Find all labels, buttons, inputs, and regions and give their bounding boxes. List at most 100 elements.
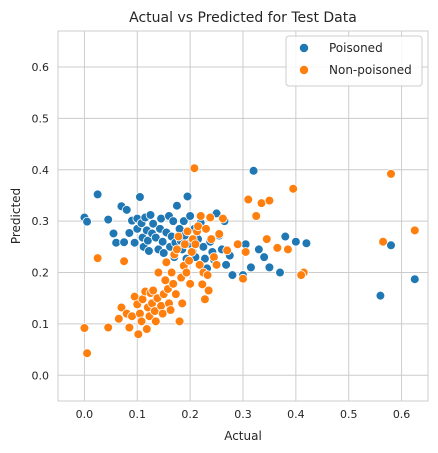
data-point-poisoned xyxy=(145,210,156,220)
data-point-non-poisoned xyxy=(190,239,201,250)
legend-box xyxy=(285,35,423,87)
data-point-non-poisoned xyxy=(240,247,251,257)
legend-label-non-poisoned: Non-poisoned xyxy=(329,63,412,77)
data-point-poisoned xyxy=(119,237,129,248)
data-point-poisoned xyxy=(264,262,275,273)
chart-title: Actual vs Predicted for Test Data xyxy=(129,10,357,26)
data-point-non-poisoned xyxy=(173,231,184,242)
data-points xyxy=(79,163,420,359)
data-point-non-poisoned xyxy=(200,294,210,305)
data-point-non-poisoned xyxy=(193,221,203,232)
data-point-non-poisoned xyxy=(161,257,172,268)
data-point-non-poisoned xyxy=(181,267,192,278)
data-point-poisoned xyxy=(291,236,301,247)
data-point-non-poisoned xyxy=(261,234,272,244)
data-point-non-poisoned xyxy=(238,273,248,284)
data-point-non-poisoned xyxy=(214,229,225,239)
x-tick-label: 0.2 xyxy=(181,408,199,421)
data-point-poisoned xyxy=(246,262,256,273)
data-point-poisoned xyxy=(157,236,168,247)
data-point-non-poisoned xyxy=(116,302,127,313)
data-point-poisoned xyxy=(111,237,121,248)
data-point-poisoned xyxy=(124,228,135,238)
legend: Poisoned Non-poisoned xyxy=(285,35,423,87)
data-point-poisoned xyxy=(375,290,386,301)
data-point-non-poisoned xyxy=(165,305,176,315)
data-point-poisoned xyxy=(221,260,231,270)
legend-marker-poisoned xyxy=(298,43,309,54)
data-point-poisoned xyxy=(185,211,195,221)
data-point-poisoned xyxy=(144,246,154,256)
x-tick-label: 0.4 xyxy=(287,408,305,421)
data-point-poisoned xyxy=(254,244,264,255)
x-tick-label: 0.6 xyxy=(393,408,411,421)
data-point-non-poisoned xyxy=(195,211,206,221)
data-point-non-poisoned xyxy=(283,244,293,255)
y-tick-label: 0.3 xyxy=(32,215,50,228)
data-point-non-poisoned xyxy=(184,255,194,266)
data-point-non-poisoned xyxy=(288,183,299,194)
data-point-non-poisoned xyxy=(409,225,420,236)
x-axis-label: Actual xyxy=(224,429,262,443)
data-point-non-poisoned xyxy=(124,322,135,333)
y-tick-label: 0.5 xyxy=(32,112,50,125)
data-point-non-poisoned xyxy=(203,285,214,296)
y-axis-ticks: 0.0 0.1 0.2 0.3 0.4 0.5 0.6 xyxy=(32,61,50,382)
data-point-poisoned xyxy=(280,231,291,242)
data-point-non-poisoned xyxy=(92,253,103,263)
data-point-non-poisoned xyxy=(243,194,254,205)
data-point-non-poisoned xyxy=(222,245,232,256)
data-point-poisoned xyxy=(108,228,119,239)
data-point-non-poisoned xyxy=(171,289,181,299)
data-point-poisoned xyxy=(103,214,114,225)
data-point-poisoned xyxy=(248,165,259,176)
data-point-non-poisoned xyxy=(211,260,222,270)
data-point-poisoned xyxy=(168,216,179,226)
data-point-non-poisoned xyxy=(206,234,217,244)
data-point-poisoned xyxy=(172,200,182,211)
y-tick-label: 0.6 xyxy=(32,61,50,74)
x-tick-label: 0.3 xyxy=(234,408,252,421)
data-point-poisoned xyxy=(156,213,166,224)
data-point-poisoned xyxy=(158,248,169,258)
data-point-non-poisoned xyxy=(386,169,396,179)
data-point-non-poisoned xyxy=(296,270,306,280)
data-point-poisoned xyxy=(179,216,189,226)
y-tick-label: 0.4 xyxy=(32,164,50,177)
data-point-non-poisoned xyxy=(232,239,243,250)
legend-label-poisoned: Poisoned xyxy=(329,41,383,55)
data-point-poisoned xyxy=(301,238,312,249)
x-axis-ticks: 0.0 0.1 0.2 0.3 0.4 0.5 0.6 xyxy=(76,408,411,421)
data-point-poisoned xyxy=(82,216,92,227)
data-point-non-poisoned xyxy=(156,301,166,311)
y-axis-label: Predicted xyxy=(9,188,23,244)
data-point-poisoned xyxy=(275,267,285,278)
legend-marker-non-poisoned xyxy=(298,65,309,76)
y-tick-label: 0.1 xyxy=(32,318,50,331)
data-point-non-poisoned xyxy=(251,211,262,221)
data-point-non-poisoned xyxy=(182,226,193,237)
data-point-non-poisoned xyxy=(189,163,200,174)
data-point-non-poisoned xyxy=(272,243,283,253)
data-point-non-poisoned xyxy=(160,275,171,286)
data-point-poisoned xyxy=(227,270,238,280)
data-point-non-poisoned xyxy=(180,239,190,250)
data-point-non-poisoned xyxy=(177,298,188,309)
data-point-non-poisoned xyxy=(148,285,158,296)
plot-area xyxy=(57,30,429,402)
data-point-non-poisoned xyxy=(157,308,168,319)
data-point-non-poisoned xyxy=(205,212,216,223)
data-point-non-poisoned xyxy=(153,267,164,278)
data-point-non-poisoned xyxy=(168,279,179,289)
data-point-non-poisoned xyxy=(135,308,145,319)
data-point-poisoned xyxy=(121,205,132,215)
x-tick-label: 0.5 xyxy=(340,408,358,421)
data-point-non-poisoned xyxy=(378,236,388,247)
data-point-poisoned xyxy=(148,218,158,229)
data-point-non-poisoned xyxy=(133,329,144,339)
data-point-non-poisoned xyxy=(127,311,137,322)
data-point-non-poisoned xyxy=(174,316,185,327)
data-point-non-poisoned xyxy=(256,198,267,208)
data-point-non-poisoned xyxy=(218,213,228,224)
